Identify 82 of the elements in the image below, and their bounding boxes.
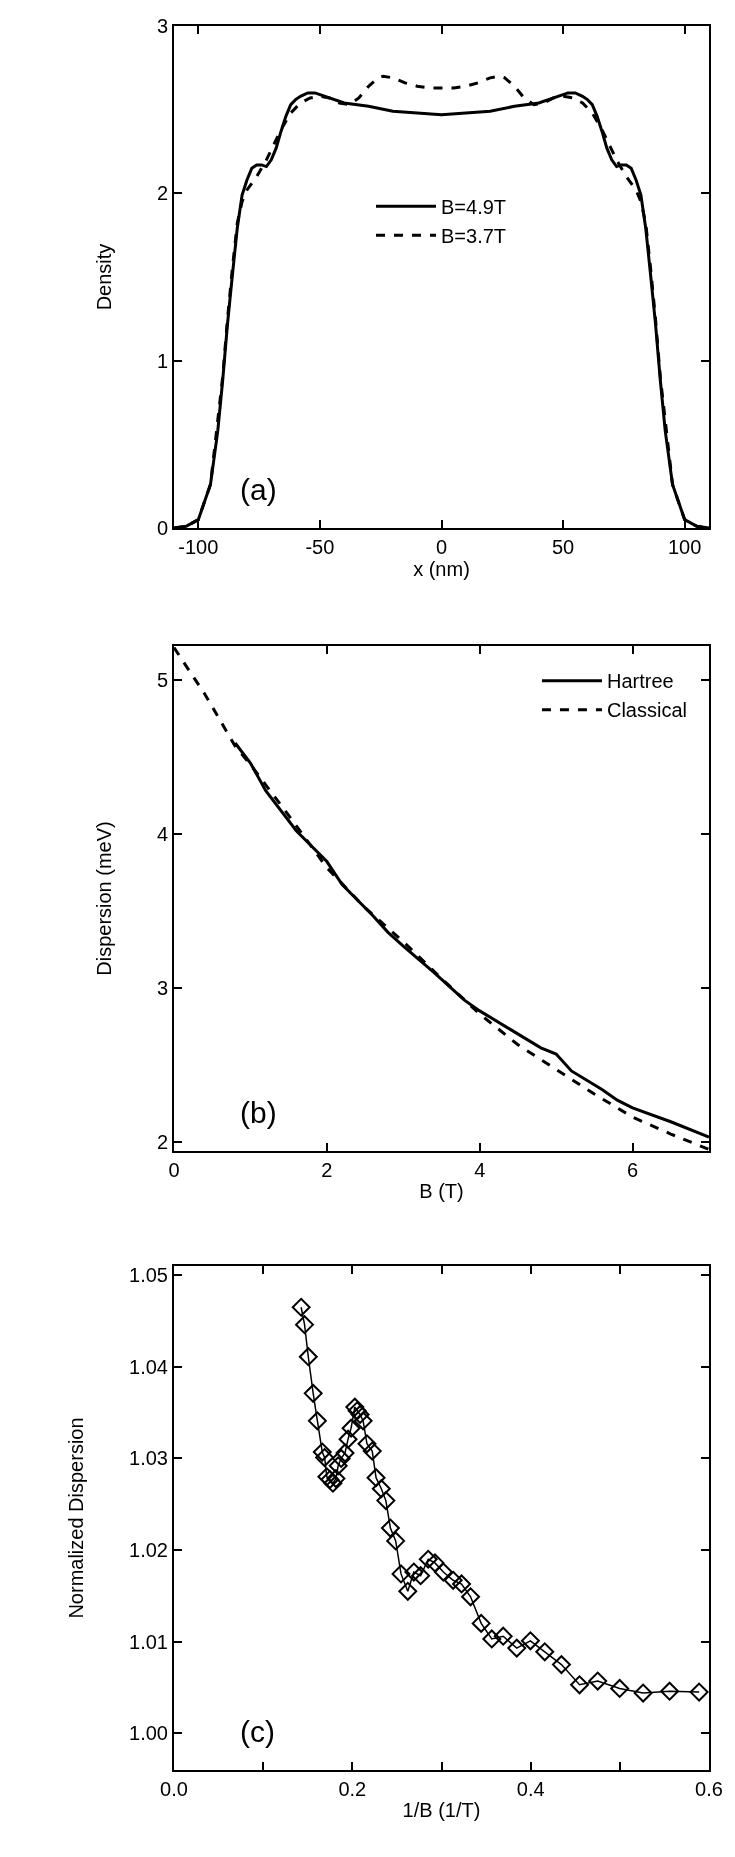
y-tick-label: 1.05	[129, 1264, 168, 1287]
y-axis-title: Normalized Dispersion	[65, 1417, 88, 1619]
point	[366, 1468, 386, 1488]
x-tick-label: 0	[435, 536, 448, 558]
point	[471, 1613, 491, 1633]
y-tick-label: 1.01	[129, 1630, 168, 1653]
point	[507, 1638, 527, 1658]
y-tick-label: 4	[156, 822, 168, 845]
point	[307, 1411, 327, 1431]
legend-label: B=4.9T	[441, 195, 507, 218]
y-axis-title: Density	[92, 243, 115, 311]
point	[520, 1631, 540, 1651]
annotation: (b)	[240, 1096, 277, 1129]
point	[482, 1629, 502, 1649]
point	[341, 1418, 361, 1438]
point	[380, 1518, 400, 1538]
x-axis-title: 1/B (1/T)	[402, 1799, 481, 1821]
legend-label: Hartree	[606, 670, 674, 693]
x-axis-title: x (nm)	[413, 558, 470, 580]
y-tick-label: 3	[156, 15, 168, 37]
point	[315, 1448, 335, 1467]
point	[328, 1456, 348, 1476]
legend-label: Classical	[606, 699, 687, 722]
x-tick-label: 2	[321, 1159, 333, 1181]
point	[418, 1549, 438, 1569]
x-tick-label: 0.2	[338, 1778, 367, 1800]
annotation: (a)	[240, 473, 277, 506]
y-tick-label: 2	[156, 1130, 168, 1153]
point	[362, 1441, 382, 1461]
x-tick-label: 0.6	[695, 1778, 723, 1800]
point	[633, 1683, 653, 1703]
point	[376, 1491, 396, 1511]
point	[303, 1383, 323, 1403]
y-tick-label: 2	[156, 182, 168, 205]
y-tick-label: 5	[156, 668, 168, 691]
point	[689, 1682, 709, 1702]
point	[312, 1442, 332, 1462]
point	[404, 1562, 424, 1582]
y-tick-label: 1.00	[129, 1722, 168, 1745]
point	[357, 1434, 377, 1454]
point	[335, 1443, 355, 1463]
y-tick-label: 3	[156, 976, 168, 999]
point	[660, 1681, 680, 1701]
y-tick-label: 1.03	[129, 1447, 168, 1470]
y-tick-label: 1	[156, 349, 168, 372]
point	[298, 1347, 318, 1367]
point	[425, 1553, 445, 1573]
point	[353, 1411, 373, 1431]
point	[391, 1564, 411, 1584]
annotation: (c)	[240, 1715, 275, 1748]
point	[433, 1562, 453, 1582]
y-tick-label: 1.02	[129, 1539, 168, 1562]
x-tick-label: 6	[627, 1159, 639, 1181]
y-axis-title: Dispersion (meV)	[92, 821, 115, 976]
legend-label: B=3.7T	[441, 224, 507, 247]
x-tick-label: 100	[667, 536, 702, 558]
point	[570, 1675, 589, 1695]
x-tick-label: -100	[178, 536, 219, 558]
point	[331, 1448, 351, 1468]
x-axis-title: B (T)	[419, 1180, 464, 1202]
point	[398, 1581, 418, 1601]
point	[610, 1678, 630, 1698]
point	[291, 1297, 311, 1317]
point	[295, 1315, 314, 1335]
x-tick-label: 50	[551, 536, 575, 558]
point	[386, 1531, 406, 1551]
point	[338, 1429, 358, 1449]
point	[461, 1587, 481, 1607]
point	[493, 1626, 513, 1646]
x-tick-label: 0.0	[160, 1778, 188, 1800]
point	[443, 1570, 463, 1590]
point	[411, 1566, 431, 1586]
y-tick-label: 1.04	[129, 1355, 168, 1378]
x-tick-label: 4	[474, 1159, 486, 1181]
point	[588, 1671, 608, 1691]
y-tick-label: 0	[156, 517, 168, 539]
x-tick-label: -50	[305, 536, 335, 558]
point	[535, 1642, 555, 1662]
point	[551, 1655, 571, 1675]
x-tick-label: 0.4	[516, 1778, 545, 1800]
point	[452, 1574, 472, 1594]
point	[371, 1479, 391, 1499]
